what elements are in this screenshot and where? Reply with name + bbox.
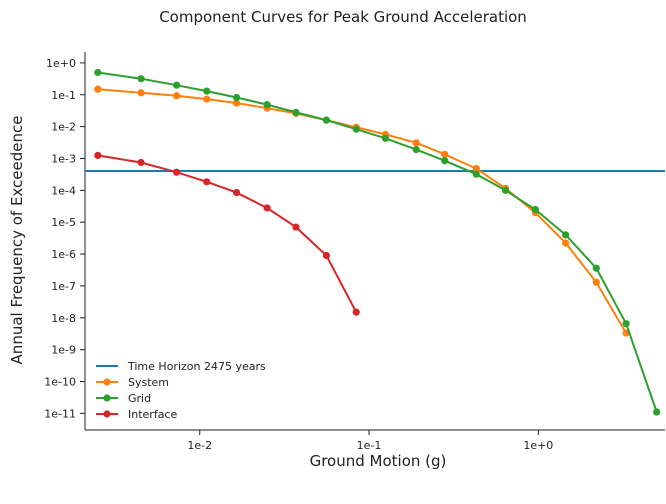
y-tick-label: 1e+0 <box>46 57 76 70</box>
legend-marker-system <box>103 378 111 386</box>
axes <box>84 52 665 431</box>
data-point-system <box>412 139 420 147</box>
data-point-grid <box>263 101 271 109</box>
y-tick-label: 1e-9 <box>51 344 76 357</box>
legend-marker-interface <box>103 410 111 418</box>
x-tick-label: 1e-1 <box>357 439 382 452</box>
data-point-grid <box>622 320 630 328</box>
series-grid <box>94 68 661 416</box>
series-line-system <box>97 88 627 334</box>
y-tick-label: 1e-5 <box>51 216 76 229</box>
data-point-interface <box>232 188 241 197</box>
data-point-system <box>203 95 211 103</box>
data-point-grid <box>653 408 661 416</box>
data-point-system <box>562 239 570 247</box>
y-tick-label: 1e-4 <box>51 184 76 197</box>
x-axis-label: Ground Motion (g) <box>310 452 447 470</box>
data-point-system <box>173 92 181 100</box>
chart-title: Component Curves for Peak Ground Acceler… <box>159 8 527 26</box>
data-point-interface <box>137 158 145 167</box>
data-point-grid <box>531 205 539 214</box>
data-point-interface <box>352 308 360 316</box>
data-point-grid <box>501 186 510 194</box>
data-point-grid <box>232 93 241 102</box>
data-point-grid <box>203 87 211 95</box>
x-tick-label: 1e-2 <box>187 439 212 452</box>
series-interface <box>94 151 360 316</box>
data-point-grid <box>412 146 420 154</box>
data-point-interface <box>263 204 271 212</box>
legend-label-interface: Interface <box>128 408 177 421</box>
data-point-grid <box>472 170 480 178</box>
tick-group: 1e+0 1e-1 1e-2 1e-3 1e-4 1e-5 1e-6 1e-7 1e-8 1e-9… <box>44 57 553 452</box>
y-axis-label: Annual Frequency of Exceedence <box>8 116 26 365</box>
data-point-system <box>472 165 480 173</box>
data-point-grid <box>562 231 570 239</box>
data-point-interface <box>203 178 211 186</box>
series-line-interface <box>97 154 358 313</box>
data-point-system <box>592 278 600 286</box>
y-tick-label: 1e-1 <box>51 89 76 102</box>
data-point-system <box>94 85 102 93</box>
data-point-interface <box>292 223 300 231</box>
data-point-grid <box>592 264 600 272</box>
y-tick-label: 1e-10 <box>44 375 76 388</box>
y-tick-label: 1e-3 <box>51 152 76 165</box>
legend-marker-grid <box>103 394 111 402</box>
y-tick-label: 1e-2 <box>51 121 76 134</box>
data-point-system <box>441 150 449 158</box>
x-tick-label: 1e+0 <box>523 439 553 452</box>
data-point-system <box>137 89 145 97</box>
legend: Time Horizon 2475 years System Grid Interfa… <box>96 360 266 421</box>
data-point-system <box>232 99 241 107</box>
data-point-interface <box>322 251 331 260</box>
data-point-interface <box>173 168 181 176</box>
data-point-interface <box>94 151 102 159</box>
y-tick-label: 1e-11 <box>44 407 76 420</box>
y-tick-label: 1e-8 <box>51 312 76 325</box>
data-point-grid <box>94 68 102 77</box>
series-group <box>94 68 661 416</box>
y-tick-label: 1e-7 <box>51 280 76 293</box>
data-point-grid <box>137 75 145 83</box>
data-point-grid <box>352 125 360 133</box>
legend-label-time-horizon: Time Horizon 2475 years <box>127 360 266 373</box>
series-system <box>94 85 630 337</box>
data-point-grid <box>173 81 181 89</box>
data-point-grid <box>441 157 449 165</box>
legend-label-system: System <box>128 376 169 389</box>
data-point-grid <box>322 116 331 124</box>
y-tick-label: 1e-6 <box>51 248 76 261</box>
data-point-grid <box>381 134 390 142</box>
legend-label-grid: Grid <box>128 392 151 405</box>
data-point-grid <box>292 108 300 116</box>
